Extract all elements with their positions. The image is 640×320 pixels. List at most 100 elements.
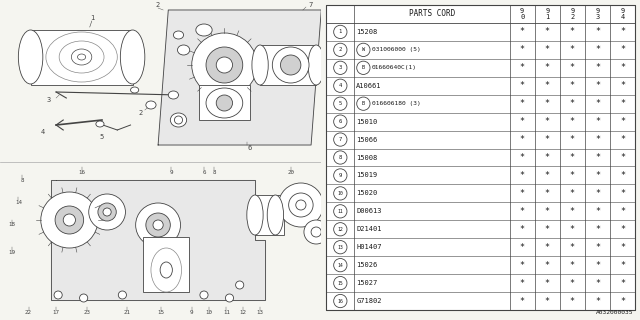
Text: *: * [595, 243, 600, 252]
Text: *: * [520, 243, 525, 252]
Bar [31, 30, 132, 85]
Text: 20: 20 [287, 170, 294, 174]
Text: 031006000 (5): 031006000 (5) [372, 47, 420, 52]
Text: 17: 17 [52, 309, 60, 315]
Text: *: * [570, 243, 575, 252]
Ellipse shape [79, 294, 88, 302]
Text: 23: 23 [83, 309, 90, 315]
Text: *: * [620, 279, 625, 288]
Ellipse shape [304, 220, 328, 244]
Text: 15008: 15008 [356, 155, 378, 161]
Circle shape [333, 223, 347, 236]
Text: *: * [520, 28, 525, 36]
Text: *: * [520, 261, 525, 270]
Text: 11: 11 [223, 309, 230, 315]
Ellipse shape [170, 113, 187, 127]
Text: 8: 8 [212, 170, 216, 174]
Text: *: * [620, 297, 625, 306]
Bar [255, 195, 284, 235]
Ellipse shape [296, 200, 306, 210]
Text: *: * [520, 135, 525, 144]
Text: *: * [520, 207, 525, 216]
Text: *: * [620, 153, 625, 162]
Text: *: * [595, 225, 600, 234]
Text: *: * [570, 297, 575, 306]
Text: *: * [570, 99, 575, 108]
Text: 2: 2 [156, 2, 160, 8]
Ellipse shape [146, 101, 156, 109]
Text: A032000035: A032000035 [595, 310, 633, 315]
Text: *: * [545, 279, 550, 288]
Text: 9: 9 [339, 173, 342, 178]
Ellipse shape [131, 87, 139, 93]
Ellipse shape [236, 281, 244, 289]
Text: *: * [595, 28, 600, 36]
Circle shape [333, 151, 347, 164]
Text: 2: 2 [139, 110, 143, 116]
Text: 1: 1 [90, 15, 94, 21]
Text: *: * [595, 189, 600, 198]
Text: 7: 7 [339, 137, 342, 142]
Text: *: * [595, 153, 600, 162]
Bar [260, 45, 316, 85]
Text: 9
3: 9 3 [595, 8, 600, 20]
Ellipse shape [252, 45, 268, 85]
Text: 15: 15 [337, 281, 343, 285]
Text: *: * [595, 63, 600, 72]
Circle shape [356, 43, 370, 57]
Ellipse shape [196, 24, 212, 36]
Text: *: * [595, 171, 600, 180]
Text: *: * [520, 189, 525, 198]
Text: 9
0: 9 0 [520, 8, 524, 20]
Ellipse shape [268, 195, 284, 235]
Ellipse shape [192, 33, 257, 97]
Text: *: * [595, 297, 600, 306]
Text: *: * [570, 261, 575, 270]
Text: *: * [570, 153, 575, 162]
Text: 12: 12 [239, 309, 246, 315]
Text: *: * [545, 81, 550, 90]
Text: 13: 13 [257, 309, 264, 315]
Text: *: * [570, 117, 575, 126]
Text: 3: 3 [47, 97, 51, 103]
Text: 15: 15 [157, 309, 164, 315]
Text: *: * [545, 63, 550, 72]
Polygon shape [158, 10, 321, 145]
Text: PARTS CORD: PARTS CORD [409, 10, 455, 19]
Text: *: * [620, 63, 625, 72]
Text: A10661: A10661 [356, 83, 382, 89]
Ellipse shape [63, 214, 76, 226]
Text: *: * [570, 45, 575, 54]
Circle shape [356, 61, 370, 75]
Ellipse shape [54, 291, 62, 299]
Text: 7: 7 [309, 2, 313, 8]
Text: D00613: D00613 [356, 208, 382, 214]
Text: *: * [595, 279, 600, 288]
Text: 1: 1 [339, 29, 342, 35]
Circle shape [333, 205, 347, 218]
Text: 12: 12 [337, 227, 343, 232]
Ellipse shape [308, 45, 324, 85]
Text: 016606180 (3): 016606180 (3) [372, 101, 420, 106]
Text: *: * [545, 171, 550, 180]
Ellipse shape [160, 262, 172, 278]
Text: *: * [570, 81, 575, 90]
Text: 01660640C(1): 01660640C(1) [372, 65, 417, 70]
Ellipse shape [59, 41, 104, 73]
Text: 4: 4 [339, 83, 342, 88]
Text: *: * [570, 135, 575, 144]
Text: *: * [545, 135, 550, 144]
Text: 6: 6 [248, 145, 252, 151]
Text: 15010: 15010 [356, 119, 378, 124]
Text: *: * [520, 63, 525, 72]
Text: 15027: 15027 [356, 280, 378, 286]
Circle shape [333, 169, 347, 182]
Text: *: * [570, 189, 575, 198]
Text: B: B [362, 101, 365, 106]
Text: *: * [595, 45, 600, 54]
Text: *: * [570, 28, 575, 36]
Ellipse shape [206, 88, 243, 118]
Circle shape [333, 25, 347, 38]
Ellipse shape [289, 193, 313, 217]
Text: H01407: H01407 [356, 244, 382, 250]
